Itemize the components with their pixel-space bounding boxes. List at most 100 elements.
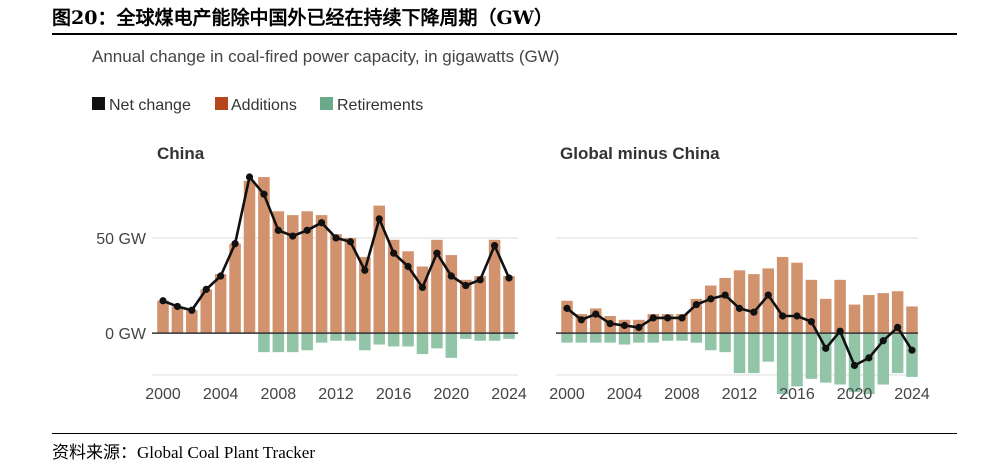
bar-retirement xyxy=(373,333,386,345)
x-tick-label: 2016 xyxy=(376,386,412,403)
net-change-point xyxy=(793,312,801,320)
bar-addition xyxy=(647,314,659,334)
x-tick-label: 2000 xyxy=(549,386,585,403)
bar-addition xyxy=(330,234,342,334)
chart-panels: China 0 GW 50 GW 2000 2004 2008 2012 2016 2020 20… xyxy=(96,144,930,403)
bar-addition xyxy=(272,211,285,334)
net-change-point xyxy=(879,337,887,345)
bar-addition xyxy=(877,293,889,334)
bar-retirement xyxy=(604,333,616,343)
net-change-point xyxy=(764,291,772,299)
net-change-point xyxy=(159,297,167,305)
bar-retirement xyxy=(330,333,342,341)
net-change-point xyxy=(217,272,225,280)
bar-retirement xyxy=(301,333,313,351)
net-change-point xyxy=(361,266,369,274)
net-change-point xyxy=(505,274,513,282)
net-change-point xyxy=(750,308,758,316)
bar-retirement xyxy=(488,333,501,341)
net-change-point xyxy=(173,302,182,311)
bar-retirement xyxy=(618,333,631,345)
x-tick-label: 2024 xyxy=(491,386,527,403)
net-change-point xyxy=(807,318,815,326)
legend-swatch-additions xyxy=(215,97,228,110)
net-change-point xyxy=(375,215,383,223)
bar-addition xyxy=(474,276,486,334)
net-change-point xyxy=(678,314,686,322)
bar-addition xyxy=(387,239,400,334)
bar-retirement xyxy=(805,333,818,379)
x-tick-label: 2008 xyxy=(261,386,297,403)
net-change-point xyxy=(462,281,470,290)
net-change-point xyxy=(245,173,254,181)
bar-addition xyxy=(286,215,299,334)
net-change-point xyxy=(563,304,571,312)
net-change-point xyxy=(332,234,340,242)
bar-addition xyxy=(848,304,861,334)
y-tick-label: 50 GW xyxy=(96,231,147,248)
net-change-point xyxy=(317,219,326,227)
net-change-point xyxy=(274,226,282,234)
source-value: Global Coal Plant Tracker xyxy=(137,443,316,462)
bar-retirement xyxy=(820,333,832,383)
bar-retirement xyxy=(762,333,774,362)
bar-addition xyxy=(863,295,875,334)
bar-retirement xyxy=(459,333,472,339)
net-change-point xyxy=(692,300,700,309)
bar-addition xyxy=(503,276,515,334)
bar-addition xyxy=(359,256,371,334)
bar-addition xyxy=(243,180,256,334)
bar-addition xyxy=(661,314,674,334)
x-tick-label: 2000 xyxy=(145,386,181,403)
net-change-point xyxy=(850,361,859,370)
net-change-point xyxy=(289,232,297,240)
net-change-point xyxy=(490,241,499,250)
x-tick-label: 2004 xyxy=(607,386,643,403)
x-tick-label: 2016 xyxy=(779,386,815,403)
bar-addition xyxy=(561,300,573,334)
bar-retirement xyxy=(387,333,400,347)
bar-retirement xyxy=(575,333,588,343)
bar-retirement xyxy=(863,333,875,395)
panel-0: China 0 GW 50 GW 2000 2004 2008 2012 2016 2020 20… xyxy=(96,144,527,403)
net-change-point xyxy=(202,285,210,293)
x-tick-label: 2012 xyxy=(318,386,354,403)
bar-addition xyxy=(402,251,414,334)
bar-addition xyxy=(676,314,688,334)
net-change-point xyxy=(418,283,427,292)
panel-title: China xyxy=(157,144,205,163)
bar-retirement xyxy=(359,333,371,351)
net-change-point xyxy=(620,321,629,330)
net-change-point xyxy=(577,316,585,324)
x-tick-label: 2024 xyxy=(894,386,930,403)
legend-swatch-retirements xyxy=(320,97,333,110)
bar-addition xyxy=(258,177,270,334)
bar-addition xyxy=(791,262,803,334)
net-change-point xyxy=(606,320,614,328)
net-change-point xyxy=(346,238,355,246)
panel-title: Global minus China xyxy=(560,144,720,163)
net-change-point xyxy=(894,323,902,332)
legend-label-retirements: Retirements xyxy=(337,97,423,114)
net-change-point xyxy=(476,276,484,284)
bar-retirement xyxy=(315,333,328,343)
net-change-point xyxy=(188,306,196,314)
bar-addition xyxy=(157,300,169,334)
bar-addition xyxy=(719,277,731,334)
bar-addition xyxy=(214,274,227,334)
x-tick-label: 2012 xyxy=(722,386,758,403)
bar-retirement xyxy=(402,333,414,347)
bar-retirement xyxy=(590,333,602,343)
net-change-point xyxy=(707,295,715,303)
bar-addition xyxy=(373,205,386,334)
net-change-point xyxy=(779,312,787,320)
bar-retirement xyxy=(891,333,904,374)
bar-addition xyxy=(315,215,328,334)
bar-retirement xyxy=(705,333,717,351)
figure-title: 图20：全球煤电产能除中国外已经在持续下降周期（GW） xyxy=(52,7,554,29)
bar-retirement xyxy=(791,333,803,387)
bar-addition xyxy=(906,306,918,334)
bar-addition xyxy=(776,256,789,334)
legend-label-additions: Additions xyxy=(231,97,297,114)
